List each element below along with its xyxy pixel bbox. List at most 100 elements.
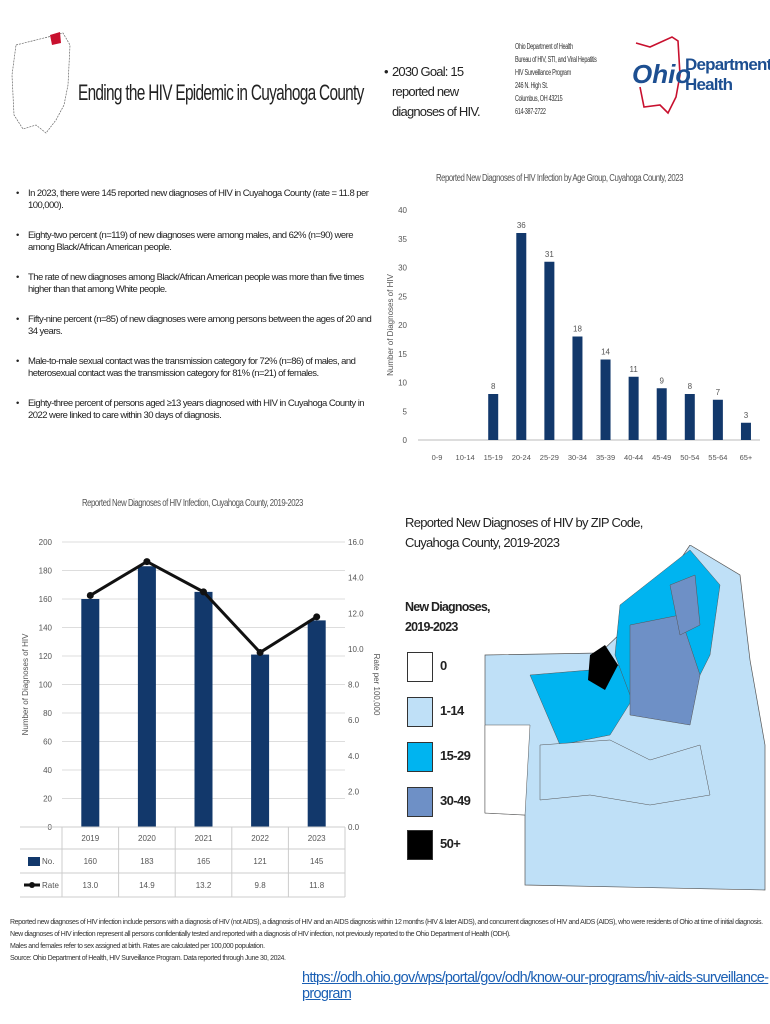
- legend-label: 30-49: [440, 793, 471, 808]
- y-tick-label: 30: [398, 264, 407, 273]
- y-tick-label: 60: [43, 738, 52, 747]
- data-label: 31: [545, 250, 554, 259]
- address-line: 614-387-2722: [515, 107, 546, 116]
- bar: [307, 620, 326, 827]
- y2-axis-label: Rate per 100,000: [372, 654, 381, 716]
- footnote: Males and females refer to sex assigned …: [10, 943, 265, 950]
- address-line: 246 N. High St.: [515, 81, 548, 90]
- x-tick-label: 2019: [81, 834, 99, 843]
- legend-label: Rate: [42, 881, 59, 890]
- rate-point: [200, 588, 207, 596]
- legend-swatch: [407, 697, 433, 727]
- y-tick-label: 200: [39, 538, 53, 547]
- y2-tick-label: 8.0: [348, 681, 360, 690]
- x-tick-label: 40-44: [624, 453, 643, 462]
- rate-point: [313, 613, 321, 621]
- bar: [628, 376, 639, 440]
- address-line: Columbus, OH 43215: [515, 94, 563, 103]
- x-tick-label: 2021: [195, 834, 213, 843]
- table-cell-no: 121: [253, 857, 267, 866]
- zip-50plus: [588, 645, 618, 690]
- footer-notes: Reported new diagnoses of HIV infection …: [10, 917, 765, 965]
- x-tick-label: 2020: [138, 834, 156, 843]
- address-line: Bureau of HIV, STI, and Viral Hepatitis: [515, 55, 597, 64]
- y-tick-label: 0: [403, 436, 408, 445]
- y2-tick-label: 4.0: [348, 752, 360, 761]
- ohio-logo-icon: Ohio: [632, 36, 690, 115]
- address-block: Ohio Department of Health Bureau of HIV,…: [515, 40, 597, 118]
- legend-label: No.: [42, 857, 54, 866]
- x-tick-label: 20-24: [512, 453, 531, 462]
- legend-swatch-rate-marker: [29, 882, 35, 888]
- table-cell-rate: 14.9: [139, 881, 155, 890]
- legend-swatch: [407, 742, 433, 772]
- data-label: 14: [601, 348, 610, 357]
- legend-label: 0: [440, 658, 447, 673]
- bullet: Male-to-male sexual contact was the tran…: [16, 356, 373, 380]
- bar: [516, 233, 527, 440]
- legend-title-line: New Diagnoses,: [405, 600, 490, 614]
- x-tick-label: 2022: [251, 834, 269, 843]
- bar: [740, 422, 751, 440]
- page-title: Ending the HIV Epidemic in Cuyahoga Coun…: [78, 80, 364, 105]
- y2-tick-label: 2.0: [348, 787, 360, 796]
- table-cell-no: 183: [140, 857, 154, 866]
- x-tick-label: 35-39: [596, 453, 615, 462]
- x-tick-label: 2023: [308, 834, 326, 843]
- x-tick-label: 10-14: [456, 453, 475, 462]
- logo-text: Health: [685, 75, 733, 94]
- bullet: Fifty-nine percent (n=85) of new diagnos…: [16, 314, 373, 338]
- y-tick-label: 100: [39, 681, 53, 690]
- x-tick-label: 65+: [740, 453, 753, 462]
- bullet: In 2023, there were 145 reported new dia…: [16, 188, 373, 212]
- bar: [600, 359, 611, 440]
- map-title-line: Reported New Diagnoses of HIV by ZIP Cod…: [405, 515, 643, 530]
- bar: [712, 399, 723, 440]
- surveillance-program-link[interactable]: https://odh.ohio.gov/wps/portal/gov/odh/…: [302, 970, 769, 1002]
- table-cell-no: 160: [84, 857, 98, 866]
- y2-tick-label: 10.0: [348, 645, 364, 654]
- x-tick-label: 15-19: [484, 453, 503, 462]
- map-title-line: Cuyahoga County, 2019-2023: [405, 535, 560, 550]
- x-tick-label: 50-54: [680, 453, 699, 462]
- x-tick-label: 0-9: [432, 453, 443, 462]
- footnote: Source: Ohio Department of Health, HIV S…: [10, 955, 286, 962]
- data-label: 18: [573, 325, 582, 334]
- y-tick-label: 140: [39, 624, 53, 633]
- legend-swatch: [407, 652, 433, 682]
- bar: [544, 261, 555, 440]
- key-findings: In 2023, there were 145 reported new dia…: [16, 188, 373, 440]
- legend-swatch: [407, 830, 433, 860]
- data-label: 9: [659, 376, 664, 385]
- y-tick-label: 25: [398, 292, 407, 301]
- y-axis-label: Number of Diagnoses of HIV: [21, 633, 30, 735]
- data-label: 3: [744, 411, 749, 420]
- table-cell-no: 165: [197, 857, 211, 866]
- legend-swatch-no: [28, 857, 40, 866]
- y2-tick-label: 14.0: [348, 574, 364, 583]
- x-tick-label: 30-34: [568, 453, 587, 462]
- x-tick-label: 45-49: [652, 453, 671, 462]
- y2-tick-label: 0.0: [348, 823, 360, 832]
- table-cell-rate: 13.2: [196, 881, 212, 890]
- rate-point: [86, 591, 94, 599]
- y-tick-label: 10: [398, 379, 407, 388]
- legend-label: 15-29: [440, 748, 471, 763]
- goal-text: 2030 Goal: 15 reported new diagnoses of …: [384, 62, 504, 122]
- svg-text:Ohio: Ohio: [632, 59, 690, 89]
- table-cell-rate: 9.8: [255, 881, 267, 890]
- odh-logo: Ohio Department of Health: [630, 35, 770, 120]
- y-tick-label: 80: [43, 709, 52, 718]
- trend-chart-title: Reported New Diagnoses of HIV Infection,…: [82, 498, 303, 509]
- footnote: Reported new diagnoses of HIV infection …: [10, 919, 763, 938]
- age-chart-title: Reported New Diagnoses of HIV Infection …: [436, 173, 684, 184]
- table-cell-rate: 13.0: [83, 881, 99, 890]
- age-group-bar-chart: 0 5 10 15 20 25 30 35 40 Number of Diagnoses of H…: [386, 206, 760, 462]
- y-tick-label: 15: [398, 350, 407, 359]
- y-tick-label: 20: [43, 795, 52, 804]
- bullet: Eighty-three percent of persons aged ≥13…: [16, 398, 373, 422]
- trend-combo-chart: 0204060801001201401601802000.02.04.06.08…: [20, 538, 381, 898]
- data-label: 8: [491, 382, 496, 391]
- y-tick-label: 180: [39, 567, 53, 576]
- bar: [684, 394, 695, 440]
